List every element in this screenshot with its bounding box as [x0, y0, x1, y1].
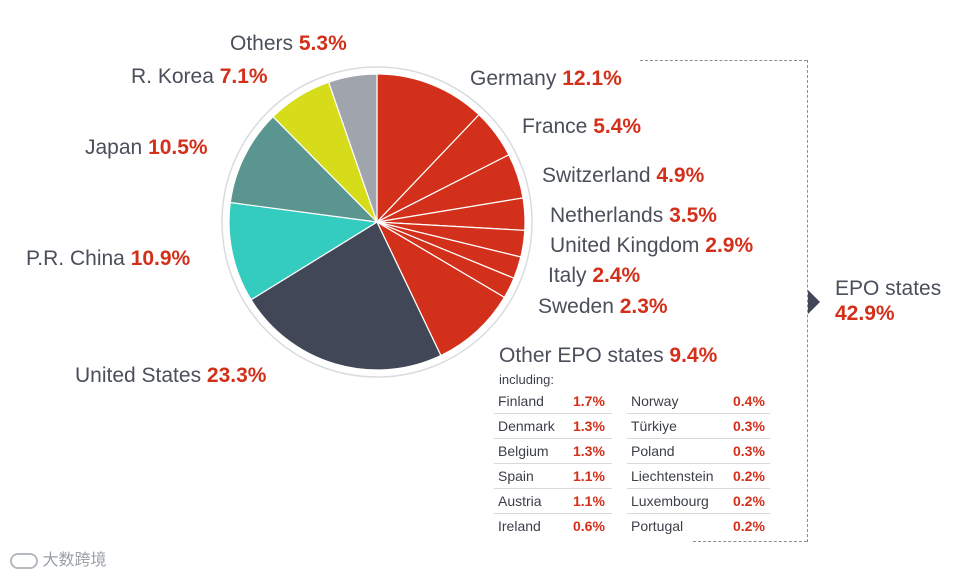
label-netherlands: Netherlands 3.5% — [550, 204, 717, 227]
breakdown-row: Austria 1.1% — [494, 489, 612, 514]
breakdown-row: Norway 0.4% — [627, 389, 770, 414]
label-china: P.R. China 10.9% — [26, 247, 191, 270]
breakdown-row: Finland 1.7% — [494, 389, 612, 414]
breakdown-row: Spain 1.1% — [494, 464, 612, 489]
breakdown-pct: 0.3% — [733, 443, 765, 459]
label-others: Others 5.3% — [230, 32, 347, 55]
breakdown-row: Denmark 1.3% — [494, 414, 612, 439]
breakdown-country: Norway — [631, 393, 679, 409]
breakdown-country: Spain — [498, 468, 534, 484]
breakdown-pct: 0.4% — [733, 393, 765, 409]
breakdown-row: Belgium 1.3% — [494, 439, 612, 464]
bracket-top — [640, 60, 807, 61]
label-uk: United Kingdom 2.9% — [550, 234, 754, 257]
breakdown-pct: 0.2% — [733, 468, 765, 484]
breakdown-row: Poland 0.3% — [627, 439, 770, 464]
label-sweden: Sweden 2.3% — [538, 295, 668, 318]
label-korea: R. Korea 7.1% — [131, 65, 268, 88]
breakdown-country: Belgium — [498, 443, 549, 459]
pie-slice-germany — [376, 73, 480, 224]
breakdown-row: Liechtenstein 0.2% — [627, 464, 770, 489]
label-france: France 5.4% — [522, 115, 642, 138]
label-other-epo: Other EPO states 9.4% — [499, 344, 718, 367]
breakdown-table-left: Finland 1.7% Denmark 1.3% Belgium 1.3% Spain 1.… — [494, 389, 612, 538]
label-us: United States 23.3% — [75, 364, 267, 387]
breakdown-row: Luxembourg 0.2% — [627, 489, 770, 514]
breakdown-country: Ireland — [498, 518, 541, 534]
epo-states-pct: 42.9% — [835, 302, 895, 326]
breakdown-country: Denmark — [498, 418, 555, 434]
bracket-arrow-icon — [808, 290, 820, 314]
watermark-logo-icon — [10, 552, 38, 569]
breakdown-pct: 1.1% — [573, 493, 605, 509]
pie-slice-japan — [229, 115, 379, 223]
breakdown-pct: 0.6% — [573, 518, 605, 534]
pie-slice-others — [327, 73, 378, 223]
pie-slice-united-states — [250, 221, 442, 371]
breakdown-pct: 0.2% — [733, 518, 765, 534]
breakdown-country: Austria — [498, 493, 542, 509]
epo-states-total: EPO states 42.9% — [835, 276, 941, 326]
breakdown-row: Ireland 0.6% — [494, 514, 612, 538]
bracket-bottom — [693, 541, 807, 542]
label-germany: Germany 12.1% — [470, 67, 622, 90]
breakdown-pct: 0.2% — [733, 493, 765, 509]
breakdown-country: Portugal — [631, 518, 684, 534]
including-label: including: — [499, 372, 554, 387]
label-switzerland: Switzerland 4.9% — [542, 164, 705, 187]
breakdown-table-right: Norway 0.4% Türkiye 0.3% Poland 0.3% Liechtens… — [627, 389, 770, 538]
breakdown-country: Türkiye — [631, 418, 677, 434]
breakdown-row: Portugal 0.2% — [627, 514, 770, 538]
pie-outer-ring — [221, 66, 533, 378]
breakdown-country: Poland — [631, 443, 675, 459]
breakdown-pct: 1.1% — [573, 468, 605, 484]
epo-states-label: EPO states — [835, 277, 942, 300]
watermark: 大数跨境 — [10, 546, 106, 570]
bracket-vertical — [807, 60, 808, 542]
breakdown-country: Finland — [498, 393, 544, 409]
breakdown-row: Türkiye 0.3% — [627, 414, 770, 439]
breakdown-country: Luxembourg — [631, 493, 709, 509]
breakdown-pct: 0.3% — [733, 418, 765, 434]
pie-slice-other-epo-states — [375, 220, 506, 357]
breakdown-pct: 1.3% — [573, 418, 605, 434]
breakdown-country: Liechtenstein — [631, 468, 714, 484]
label-italy: Italy 2.4% — [548, 264, 641, 287]
breakdown-pct: 1.7% — [573, 393, 605, 409]
pie-slice-p-r-china — [228, 201, 379, 301]
label-japan: Japan 10.5% — [85, 136, 208, 159]
breakdown-pct: 1.3% — [573, 443, 605, 459]
